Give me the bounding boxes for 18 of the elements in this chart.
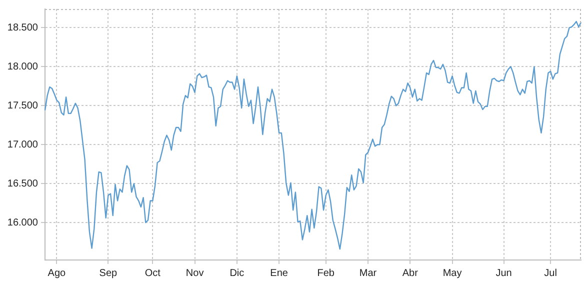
y-tick-label: 16.500 [7, 178, 38, 190]
x-tick-label: Oct [144, 268, 161, 279]
y-tick-label: 18.500 [7, 22, 38, 34]
x-tick-label: Nov [186, 268, 204, 279]
x-tick-label: Feb [317, 268, 335, 279]
x-tick-label: Ago [48, 268, 66, 279]
y-tick-label: 16.000 [7, 217, 38, 228]
x-tick-label: Dic [230, 268, 244, 279]
y-tick-label: 18.000 [7, 61, 38, 72]
x-tick-label: Jul [544, 268, 557, 279]
x-tick-label: Sep [99, 268, 118, 279]
x-tick-label: May [442, 268, 462, 279]
x-tick-label: Mar [359, 268, 378, 279]
y-tick-label: 17.000 [7, 139, 38, 150]
x-tick-label: Jun [496, 268, 512, 279]
x-tick-label: Ene [270, 268, 288, 279]
x-tick-label: Abr [402, 268, 419, 279]
y-tick-label: 17.500 [7, 100, 38, 112]
